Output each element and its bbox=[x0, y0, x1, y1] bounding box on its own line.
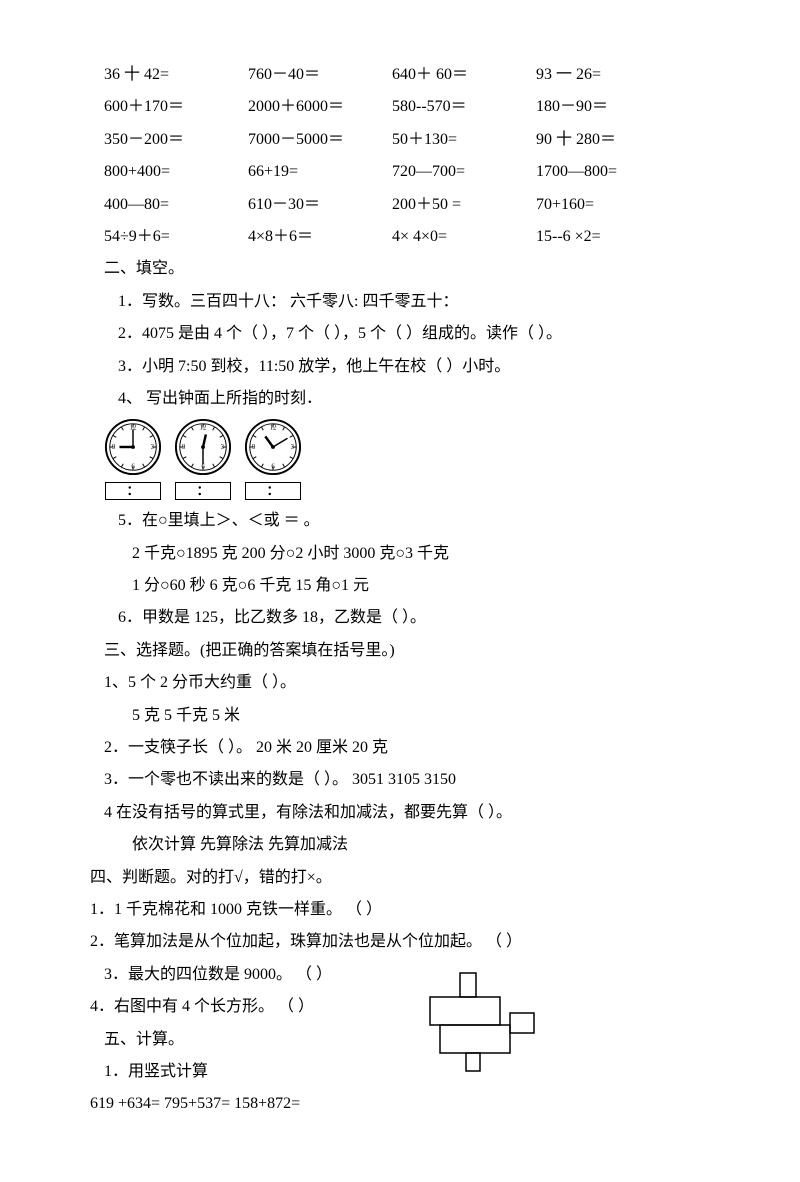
section2-q4: 4、 写出钟面上所指的时刻． bbox=[90, 384, 710, 414]
arith-cell: 15--6 ×2= bbox=[536, 222, 676, 252]
section2-q5b: 1 分○60 秒 6 克○6 千克 15 角○1 元 bbox=[90, 571, 710, 601]
arith-row: 54÷9＋6= 4×8＋6＝ 4× 4×0= 15--6 ×2= bbox=[90, 222, 710, 252]
section2-q3: 3．小明 7:50 到校，11:50 放学，他上午在校（ ）小时。 bbox=[90, 352, 710, 382]
arith-cell: 800+400= bbox=[104, 157, 244, 187]
arith-cell: 4×8＋6＝ bbox=[248, 222, 388, 252]
arith-cell: 350－200＝ bbox=[104, 125, 244, 155]
section3-title: 三、选择题。(把正确的答案填在括号里。) bbox=[90, 636, 710, 666]
arith-cell: 580--570＝ bbox=[392, 92, 532, 122]
section2-q5: 5．在○里填上＞、＜或 ＝ 。 bbox=[90, 506, 710, 536]
arith-cell: 640＋ 60＝ bbox=[392, 60, 532, 90]
section4-q1: 1．1 千克棉花和 1000 克铁一样重。 （ ） bbox=[90, 895, 710, 925]
section4-q4: 4．右图中有 4 个长方形。 （ ） bbox=[90, 992, 710, 1022]
section2-title: 二、填空。 bbox=[90, 254, 710, 284]
section2-q1: 1．写数。三百四十八： 六千零八: 四千零五十： bbox=[90, 287, 710, 317]
section4-q2: 2．笔算加法是从个位加起，珠算加法也是从个位加起。 （ ） bbox=[90, 927, 710, 957]
section4-title: 四、判断题。对的打√，错的打×。 bbox=[90, 863, 710, 893]
time-input-box[interactable]: ： bbox=[175, 482, 231, 500]
arith-row: 350－200＝ 7000－5000＝ 50＋130= 90 十 280＝ bbox=[90, 125, 710, 155]
section5-title: 五、计算。 bbox=[90, 1025, 710, 1055]
section3-q1: 1、5 个 2 分币大约重（ ）。 bbox=[90, 668, 710, 698]
section3-q4: 4 在没有括号的算式里，有除法和加减法，都要先算（ ）。 bbox=[90, 798, 710, 828]
section2-q5a: 2 千克○1895 克 200 分○2 小时 3000 克○3 千克 bbox=[90, 539, 710, 569]
clocks-row: 12 3 6 9 ： bbox=[90, 418, 710, 500]
section5-q1a: 619 +634= 795+537= 158+872= bbox=[90, 1089, 710, 1119]
arith-cell: 93 一 26= bbox=[536, 60, 676, 90]
section3-q1opts: 5 克 5 千克 5 米 bbox=[90, 701, 710, 731]
clock-icon: 12 3 6 9 bbox=[174, 418, 232, 476]
arith-cell: 54÷9＋6= bbox=[104, 222, 244, 252]
clock-col: 12 3 6 9 ： bbox=[104, 418, 162, 500]
clock-icon: 12 3 6 9 bbox=[104, 418, 162, 476]
time-input-box[interactable]: ： bbox=[105, 482, 161, 500]
time-input-box[interactable]: ： bbox=[245, 482, 301, 500]
section3-q2: 2．一支筷子长（ ）。 20 米 20 厘米 20 克 bbox=[90, 733, 710, 763]
arith-row: 600＋170＝ 2000＋6000＝ 580--570＝ 180－90＝ bbox=[90, 92, 710, 122]
arith-cell: 600＋170＝ bbox=[104, 92, 244, 122]
arith-cell: 610－30＝ bbox=[248, 190, 388, 220]
arith-cell: 2000＋6000＝ bbox=[248, 92, 388, 122]
clock-col: 12 3 6 9 ： bbox=[174, 418, 232, 500]
arith-row: 36 十 42= 760－40＝ 640＋ 60＝ 93 一 26= bbox=[90, 60, 710, 90]
arith-cell: 70+160= bbox=[536, 190, 676, 220]
arith-cell: 4× 4×0= bbox=[392, 222, 532, 252]
arith-cell: 7000－5000＝ bbox=[248, 125, 388, 155]
arith-cell: 66+19= bbox=[248, 157, 388, 187]
clock-icon: 12 3 6 9 bbox=[244, 418, 302, 476]
arith-cell: 50＋130= bbox=[392, 125, 532, 155]
section5-q1: 1．用竖式计算 bbox=[90, 1057, 710, 1087]
arith-row: 400—80= 610－30＝ 200＋50 = 70+160= bbox=[90, 190, 710, 220]
arith-cell: 760－40＝ bbox=[248, 60, 388, 90]
arith-cell: 720—700= bbox=[392, 157, 532, 187]
arith-cell: 36 十 42= bbox=[104, 60, 244, 90]
section3-q3: 3．一个零也不读出来的数是（ ）。 3051 3105 3150 bbox=[90, 765, 710, 795]
arith-cell: 200＋50 = bbox=[392, 190, 532, 220]
clock-col: 12 3 6 9 ： bbox=[244, 418, 302, 500]
arith-cell: 180－90＝ bbox=[536, 92, 676, 122]
arith-row: 800+400= 66+19= 720—700= 1700—800= bbox=[90, 157, 710, 187]
section2-q6: 6．甲数是 125，比乙数多 18，乙数是（ ）。 bbox=[90, 603, 710, 633]
arith-cell: 1700—800= bbox=[536, 157, 676, 187]
section3-q4opts: 依次计算 先算除法 先算加减法 bbox=[90, 830, 710, 860]
arith-cell: 90 十 280＝ bbox=[536, 125, 676, 155]
section2-q2: 2．4075 是由 4 个（ ），7 个（ ），5 个（ ）组成的。读作（ ）。 bbox=[90, 319, 710, 349]
arithmetic-block: 36 十 42= 760－40＝ 640＋ 60＝ 93 一 26= 600＋1… bbox=[90, 60, 710, 252]
rectangles-figure bbox=[410, 965, 540, 1075]
section4-q3: 3．最大的四位数是 9000。 （ ） bbox=[90, 960, 710, 990]
arith-cell: 400—80= bbox=[104, 190, 244, 220]
